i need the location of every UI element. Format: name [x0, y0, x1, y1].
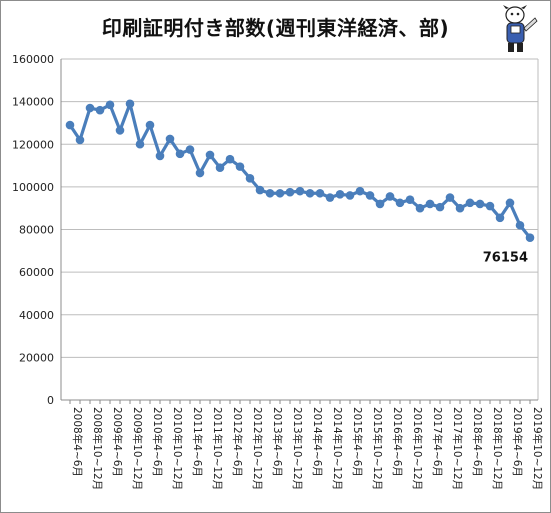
x-tick-label: 2009年10~12月: [131, 407, 144, 490]
series-line: [65, 99, 535, 242]
data-point: [315, 188, 325, 198]
data-point: [355, 186, 365, 196]
data-point: [435, 202, 445, 212]
x-tick-label: 2008年10~12月: [91, 407, 104, 490]
y-tick-label: 120000: [12, 138, 54, 151]
data-point: [135, 139, 145, 149]
x-tick-label: 2016年10~12月: [411, 407, 424, 490]
x-tick-label: 2015年10~12月: [371, 407, 384, 490]
x-tick-label: 2010年10~12月: [171, 407, 184, 490]
data-point: [415, 203, 425, 213]
data-point: [505, 198, 515, 208]
x-tick-label: 2011年4~6月: [191, 407, 204, 477]
data-point: [145, 120, 155, 130]
x-tick-label: 2019年4~6月: [511, 407, 524, 477]
x-tick-label: 2013年10~12月: [291, 407, 304, 490]
data-point: [365, 191, 375, 200]
y-tick-label: 40000: [19, 309, 54, 322]
data-point: [335, 190, 345, 199]
data-point: [185, 145, 195, 154]
x-tick-label: 2011年10~12月: [211, 407, 224, 490]
data-point: [305, 188, 315, 198]
data-point: [295, 186, 305, 196]
data-point: [375, 199, 385, 209]
data-point: [265, 188, 275, 198]
data-point: [235, 162, 245, 171]
data-point: [385, 192, 395, 201]
data-point: [85, 103, 95, 113]
x-tick-label: 2012年4~6月: [231, 407, 244, 477]
data-point: [165, 134, 175, 144]
x-tick-label: 2014年4~6月: [311, 407, 324, 477]
data-point: [195, 168, 205, 178]
data-point: [225, 154, 235, 164]
last-value-label: 76154: [483, 251, 528, 266]
x-tick-label: 2013年4~6月: [271, 407, 284, 477]
x-tick-label: 2008年4~6月: [71, 407, 84, 477]
x-tick-label: 2017年4~6月: [431, 407, 444, 477]
x-tick-label: 2018年4~6月: [471, 407, 484, 477]
data-point: [515, 220, 525, 230]
data-point: [255, 185, 265, 195]
x-tick-label: 2012年10~12月: [251, 407, 264, 490]
chart-title: 印刷証明付き部数(週刊東洋経済、部): [101, 16, 450, 40]
x-tick-label: 2019年10~12月: [531, 407, 544, 490]
x-axis: 2008年4~6月 2008年10~12月 2009年4~6月 2009年10~12月…: [61, 399, 544, 490]
annotations: 76154: [483, 251, 528, 266]
data-point: [345, 191, 355, 200]
x-tick-label: 2017年10~12月: [451, 407, 464, 490]
series-line-path: [68, 102, 532, 239]
data-point: [115, 126, 125, 135]
y-axis: 0 20000 40000 60000 80000 100000 120000 140000 1…: [12, 53, 62, 407]
data-point: [495, 213, 505, 223]
x-tick-label: 2009年4~6月: [111, 407, 124, 477]
data-point: [285, 187, 295, 197]
data-point: [275, 188, 285, 198]
x-tick-label: 2018年10~12月: [491, 407, 504, 490]
data-point: [525, 233, 535, 242]
data-point: [175, 149, 185, 159]
data-point: [245, 174, 255, 183]
data-point: [325, 193, 335, 202]
data-point: [445, 193, 455, 202]
data-point: [105, 100, 115, 110]
y-tick-label: 160000: [12, 53, 54, 66]
x-tick-label: 2010年4~6月: [151, 407, 164, 477]
y-tick-label: 20000: [19, 351, 54, 364]
data-point: [65, 120, 75, 130]
y-tick-label: 80000: [19, 224, 54, 237]
mascot-icon: [503, 5, 538, 52]
data-point: [95, 105, 105, 115]
y-tick-label: 60000: [19, 266, 54, 279]
x-tick-label: 2014年10~12月: [331, 407, 344, 490]
data-point: [455, 203, 465, 213]
y-tick-label: 0: [47, 394, 54, 407]
data-point: [465, 198, 475, 208]
data-point: [395, 198, 405, 208]
data-point: [125, 99, 135, 109]
y-tick-label: 140000: [12, 96, 54, 109]
data-point: [475, 199, 485, 209]
data-point: [155, 151, 165, 161]
data-point: [405, 195, 415, 204]
data-point: [205, 150, 215, 160]
data-point: [485, 201, 495, 211]
data-point: [215, 163, 225, 172]
x-tick-label: 2016年4~6月: [391, 407, 404, 477]
x-tick-label: 2015年4~6月: [351, 407, 364, 477]
data-point: [425, 199, 435, 209]
y-tick-label: 100000: [12, 181, 54, 194]
data-point: [75, 135, 85, 145]
